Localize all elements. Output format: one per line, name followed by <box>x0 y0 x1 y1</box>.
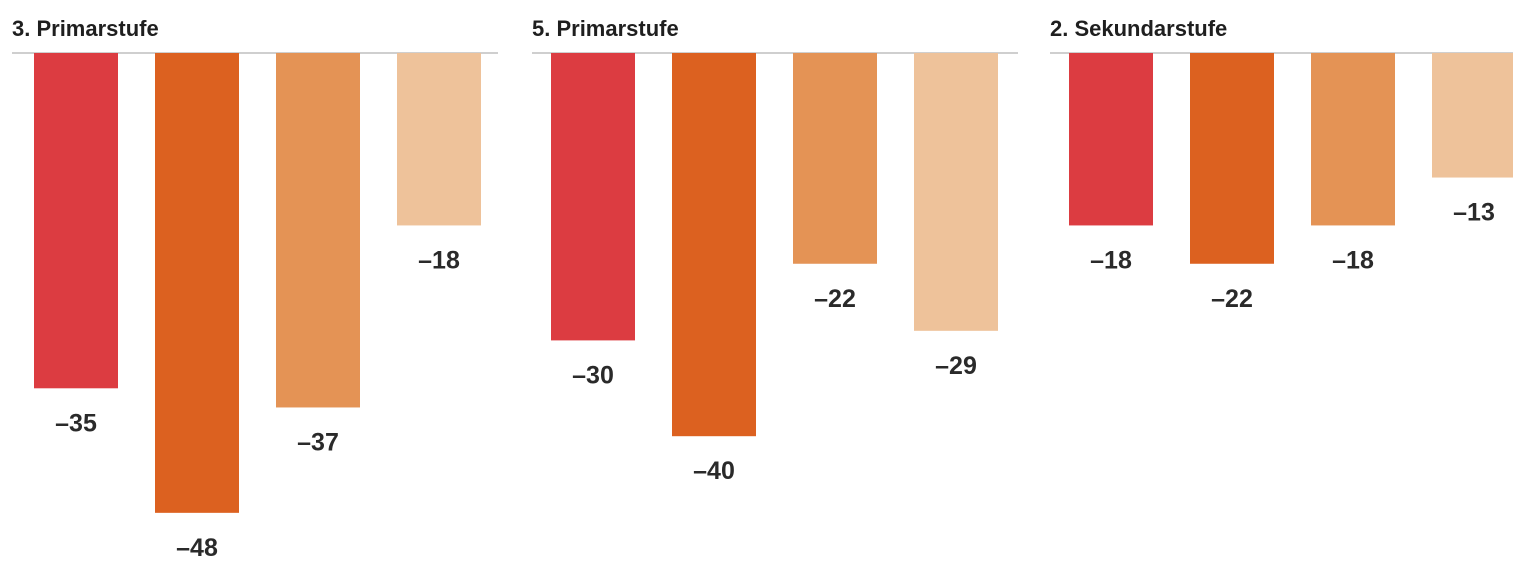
bar <box>1190 53 1274 264</box>
bar-value-label: –37 <box>297 428 339 456</box>
panel-5-primarstufe: 5. Primarstufe –30 –40 –22 –29 <box>532 16 1018 485</box>
panel-title: 3. Primarstufe <box>12 16 159 41</box>
bar-group: –35 –48 –37 –18 <box>34 53 481 562</box>
bar-value-label: –29 <box>935 352 977 380</box>
bar-value-label: –18 <box>1332 246 1374 274</box>
bar <box>1432 53 1513 178</box>
bar-value-label: –30 <box>572 361 614 389</box>
bar <box>793 53 877 264</box>
bar <box>1069 53 1153 226</box>
panel-title: 5. Primarstufe <box>532 16 679 41</box>
bar-value-label: –40 <box>693 457 735 485</box>
bar-value-label: –22 <box>814 285 856 313</box>
bar <box>276 53 360 408</box>
panel-title: 2. Sekundarstufe <box>1050 16 1227 41</box>
bar <box>914 53 998 331</box>
bar-value-label: –18 <box>418 246 460 274</box>
bar <box>672 53 756 437</box>
bar <box>1311 53 1395 226</box>
bar <box>34 53 118 389</box>
bar-group: –18 –22 –18 –13 <box>1069 53 1513 313</box>
bar-value-label: –35 <box>55 409 97 437</box>
panel-2-sekundarstufe: 2. Sekundarstufe –18 –22 –18 –13 <box>1050 16 1513 313</box>
bar <box>551 53 635 341</box>
bar-value-label: –22 <box>1211 285 1253 313</box>
panel-3-primarstufe: 3. Primarstufe –35 –48 –37 –18 <box>12 16 498 562</box>
bar-group: –30 –40 –22 –29 <box>551 53 998 485</box>
bar-value-label: –13 <box>1453 199 1495 227</box>
bar <box>155 53 239 513</box>
bar-value-label: –18 <box>1090 246 1132 274</box>
bar <box>397 53 481 226</box>
bar-value-label: –48 <box>176 534 218 562</box>
